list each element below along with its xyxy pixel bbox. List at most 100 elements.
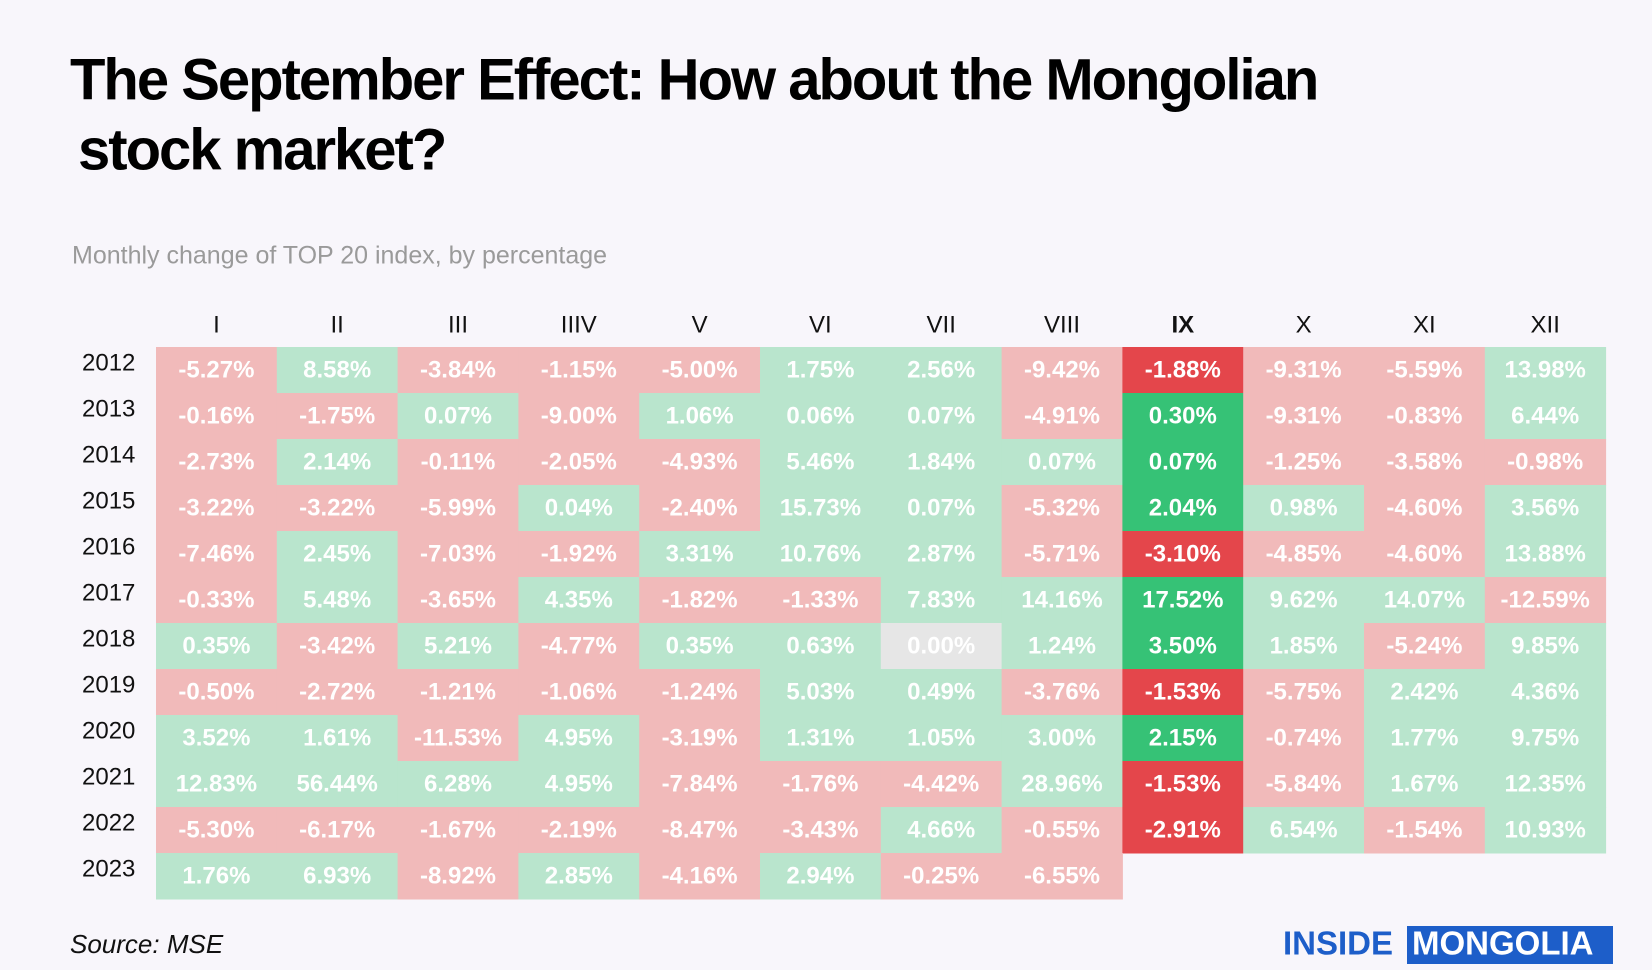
cell-value: 0.35% <box>666 632 734 659</box>
cell <box>760 485 882 532</box>
year-label: 2018 <box>82 625 135 652</box>
cell <box>518 669 640 716</box>
cell-value: -4.77% <box>541 632 617 659</box>
year-label: 2020 <box>82 717 135 744</box>
cell-value: -1.33% <box>782 586 858 613</box>
cell-value: 10.76% <box>780 540 861 567</box>
subtitle: Monthly change of TOP 20 index, by perce… <box>72 242 607 270</box>
cell-value: 13.88% <box>1504 540 1585 567</box>
year-label: 2021 <box>82 763 135 790</box>
cell <box>1364 623 1486 670</box>
cell-value: 13.98% <box>1504 356 1585 383</box>
cell <box>1122 623 1244 670</box>
cell-value: -8.47% <box>662 816 738 843</box>
cell <box>518 531 640 578</box>
cell <box>156 761 278 808</box>
cell <box>760 715 882 762</box>
cell-value: -2.73% <box>178 448 254 475</box>
cell-value: 3.31% <box>666 540 734 567</box>
cell <box>1122 807 1244 854</box>
column-header: II <box>331 311 344 338</box>
cell <box>1122 531 1244 578</box>
logo-left: INSIDE <box>1283 925 1393 962</box>
cell <box>639 485 761 532</box>
column-header: XI <box>1413 311 1436 338</box>
cell-value: -12.59% <box>1501 586 1590 613</box>
cell-value: -0.83% <box>1386 402 1462 429</box>
cell-value: -0.74% <box>1266 724 1342 751</box>
cell <box>518 853 640 900</box>
cell <box>1001 807 1123 854</box>
cell-value: 4.95% <box>545 770 613 797</box>
cell <box>1484 623 1607 670</box>
cell-value: -3.22% <box>299 494 375 521</box>
cell <box>639 853 761 900</box>
cell-value: -5.71% <box>1024 540 1100 567</box>
cell <box>156 623 278 670</box>
cell <box>397 853 519 900</box>
cell <box>880 669 1003 716</box>
cell <box>1001 623 1123 670</box>
cell <box>156 577 278 624</box>
cell <box>880 577 1003 624</box>
cell <box>397 807 519 854</box>
cell <box>156 715 278 762</box>
cell-value: -5.24% <box>1386 632 1462 659</box>
cell <box>1364 807 1486 854</box>
cell <box>1001 761 1123 808</box>
cell <box>276 623 399 670</box>
cell <box>518 347 640 394</box>
cell-value: 0.98% <box>1270 494 1338 521</box>
cell-value: -1.75% <box>299 402 375 429</box>
cell <box>276 853 399 900</box>
cell <box>760 347 882 394</box>
cell-value: -3.65% <box>420 586 496 613</box>
cell-value: 4.36% <box>1511 678 1579 705</box>
cell-value: -1.82% <box>662 586 738 613</box>
year-label: 2019 <box>82 671 135 698</box>
title: stock market? <box>78 117 445 182</box>
cell <box>397 393 519 440</box>
cell-value: -5.30% <box>178 816 254 843</box>
cell-value: -7.03% <box>420 540 496 567</box>
column-header: IIIV <box>561 311 597 338</box>
cell-value: 1.24% <box>1028 632 1096 659</box>
cell <box>518 439 640 486</box>
cell-value: 5.03% <box>786 678 854 705</box>
cell <box>276 715 399 762</box>
cell <box>760 439 882 486</box>
cell <box>276 439 399 486</box>
cell-value: -5.32% <box>1024 494 1100 521</box>
cell <box>639 347 761 394</box>
cell <box>1484 439 1607 486</box>
cell-value: 1.67% <box>1390 770 1458 797</box>
cell <box>1122 715 1244 762</box>
cell <box>1243 485 1365 532</box>
title: The September Effect: How about the Mong… <box>70 47 1317 112</box>
logo-right: MONGOLIA <box>1412 925 1593 962</box>
cell-value: 9.75% <box>1511 724 1579 751</box>
cell-value: -2.19% <box>541 816 617 843</box>
cell <box>1122 669 1244 716</box>
cell <box>1001 439 1123 486</box>
year-label: 2013 <box>82 395 135 422</box>
cell-value: -11.53% <box>414 724 502 751</box>
cell-value: 28.96% <box>1021 770 1102 797</box>
cell <box>156 669 278 716</box>
cell-value: -1.21% <box>420 678 496 705</box>
cell <box>880 485 1003 532</box>
cell-value: 4.35% <box>545 586 613 613</box>
cell-value: -6.55% <box>1024 862 1100 889</box>
cell <box>1484 807 1607 854</box>
cell-value: 8.58% <box>303 356 371 383</box>
cell-value: 56.44% <box>296 770 377 797</box>
cell-value: 5.46% <box>786 448 854 475</box>
cell-value: 2.94% <box>786 862 854 889</box>
cell <box>1364 439 1486 486</box>
cell <box>276 807 399 854</box>
cell <box>156 807 278 854</box>
source: Source: MSE <box>70 929 224 959</box>
cell <box>397 439 519 486</box>
cell <box>1364 531 1486 578</box>
